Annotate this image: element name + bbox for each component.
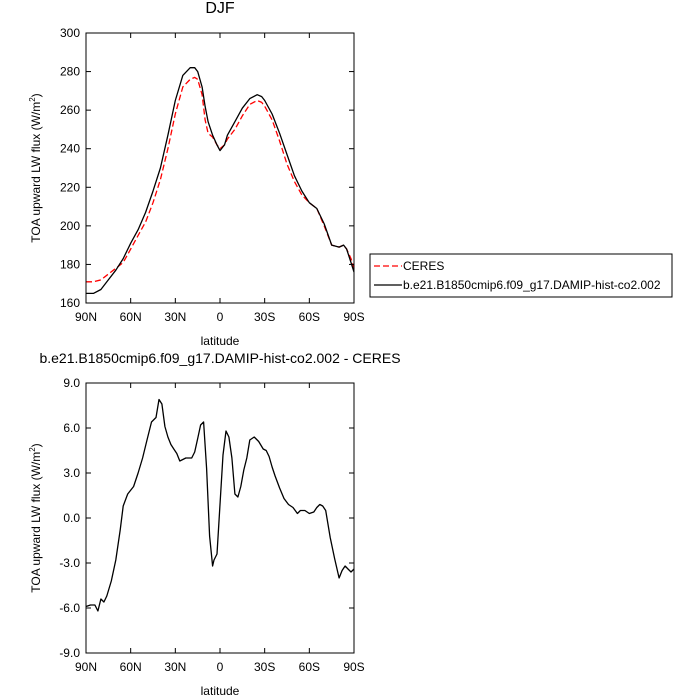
y-tick-label: 280 [60,65,80,79]
top-chart-x-axis: 90N 60N 30N 0 30S 60S 90S [75,33,365,324]
x-tick-label: 90N [75,310,97,324]
x-tick-label: 60S [299,310,320,324]
top-chart-y-axis: 160 180 200 220 240 260 280 300 [60,26,354,310]
y-tick-label: 300 [60,26,80,40]
x-tick-label: 60N [120,660,142,674]
y-tick-label: 220 [60,180,80,194]
y-tick-label: -6.0 [59,601,80,615]
y-tick-label: 9.0 [63,376,80,390]
top-chart-title: DJF [205,0,235,17]
y-tick-label: 200 [60,219,80,233]
x-tick-label: 60N [120,310,142,324]
top-chart-y-axis-label: TOA upward LW flux (W/m2) [28,93,43,242]
x-tick-label: 60S [299,660,320,674]
y-tick-label: 240 [60,142,80,156]
legend-ceres-label: CERES [403,259,444,273]
bottom-chart-x-axis: 90N 60N 30N 0 30S 60S 90S [75,383,365,674]
y-tick-label: 260 [60,103,80,117]
y-tick-label: 160 [60,296,80,310]
x-tick-label: 0 [217,310,224,324]
x-tick-label: 30S [254,310,275,324]
x-tick-label: 90N [75,660,97,674]
x-tick-label: 30S [254,660,275,674]
y-tick-label: -9.0 [59,646,80,660]
x-tick-label: 0 [217,660,224,674]
bottom-chart-plot-area [85,398,355,612]
y-tick-label: -3.0 [59,556,80,570]
legend-model-label: b.e21.B1850cmip6.f09_g17.DAMIP-hist-co2.… [403,278,661,292]
x-tick-label: 30N [164,310,186,324]
top-chart-plot-area [86,67,355,295]
top-chart-legend: CERES b.e21.B1850cmip6.f09_g17.DAMIP-his… [369,253,673,298]
top-chart-x-axis-label: latitude [201,334,240,348]
y-tick-label: 180 [60,257,80,271]
bottom-chart: b.e21.B1850cmip6.f09_g17.DAMIP-hist-co2.… [28,350,401,698]
legend-box [369,253,673,298]
bottom-chart-y-axis: -9.0 -6.0 -3.0 0.0 3.0 6.0 9.0 [59,376,354,660]
bottom-chart-x-axis-label: latitude [201,684,240,698]
bottom-chart-title: b.e21.B1850cmip6.f09_g17.DAMIP-hist-co2.… [39,350,400,366]
y-tick-label: 3.0 [63,466,80,480]
top-chart-frame [85,32,355,304]
y-tick-label: 6.0 [63,421,80,435]
top-chart: DJF 160 180 200 220 240 260 280 300 90N 60N 30N 0 3… [28,0,673,348]
x-tick-label: 90S [343,310,364,324]
series-line-b-e21-b1850cmip6-f09-g17-damip-hist-co2-002 [86,67,355,295]
x-tick-label: 30N [164,660,186,674]
x-tick-label: 90S [343,660,364,674]
bottom-chart-y-axis-label: TOA upward LW flux (W/m2) [28,443,43,592]
series-line-difference [85,398,355,612]
bottom-chart-frame [85,382,355,654]
y-tick-label: 0.0 [63,511,80,525]
